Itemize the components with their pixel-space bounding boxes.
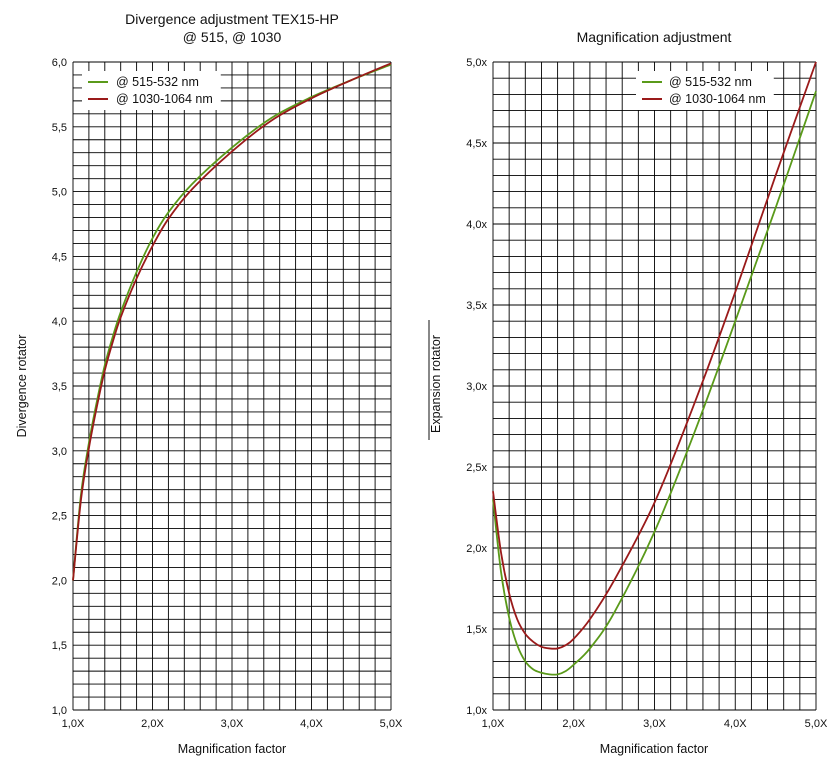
y-tick-label: 2,0 [52,575,67,587]
series-line-1030 [492,61,817,650]
series-line-515 [72,63,392,581]
y-tick-label: 1,0x [466,705,487,717]
divergence-chart: Divergence adjustment TEX15-HP @ 515, @ … [15,11,403,756]
chart-title: Divergence adjustment TEX15-HP [125,11,339,27]
x-tick-label: 5,0X [380,718,403,730]
x-axis-label: Magnification factor [178,742,286,756]
y-tick-label: 3,5x [466,300,487,312]
y-tick-label: 5,0x [466,57,487,69]
legend-background [82,71,221,110]
x-tick-label: 3,0X [643,718,666,730]
x-axis-label: Magnification factor [600,742,708,756]
chart-subtitle: @ 515, @ 1030 [183,29,282,45]
y-tick-label: 3,5 [52,381,67,393]
legend: @ 515-532 nm @ 1030-1064 nm [82,71,221,110]
legend-label-1030: @ 1030-1064 nm [116,92,213,106]
y-tick-label: 2,5x [466,462,487,474]
legend: @ 515-532 nm @ 1030-1064 nm [636,71,774,110]
y-tick-label: 5,5 [52,122,67,134]
chart-title: Magnification adjustment [577,29,732,45]
tick-labels: 1,0X 2,0X 3,0X 4,0X 5,0X 1,0x 1,5x 2,0x 2,5x 3,0x… [466,57,828,730]
y-tick-label: 2,5 [52,511,67,523]
x-tick-label: 5,0X [805,718,828,730]
y-axis-label: Divergence rotator [15,335,29,438]
y-tick-label: 1,0 [52,705,67,717]
legend-label-515: @ 515-532 nm [669,75,752,89]
grid [72,61,392,711]
y-tick-label: 6,0 [52,57,67,69]
y-tick-label: 5,0 [52,187,67,199]
y-tick-label: 4,5x [466,138,487,150]
x-tick-label: 3,0X [221,718,244,730]
x-tick-label: 4,0X [724,718,747,730]
magnification-chart: Magnification adjustment 1,0X 2,0X 3,0X 4,0… [428,29,828,756]
y-tick-label: 3,0 [52,446,67,458]
series-lines [492,61,817,676]
x-tick-label: 4,0X [300,718,323,730]
legend-background [636,71,774,110]
y-tick-label: 4,0x [466,219,487,231]
y-tick-label: 4,5 [52,251,67,263]
legend-label-515: @ 515-532 nm [116,75,199,89]
y-tick-label: 2,0x [466,543,487,555]
series-line-515 [492,90,817,676]
y-tick-label: 3,0x [466,381,487,393]
y-tick-label: 4,0 [52,316,67,328]
x-tick-label: 2,0X [141,718,164,730]
tick-labels: 1,0X 2,0X 3,0X 4,0X 5,0X 1,0 1,5 2,0 2,5 3,0 3,5 4,… [52,57,403,730]
y-tick-label: 1,5x [466,624,487,636]
legend-label-1030: @ 1030-1064 nm [669,92,766,106]
series-lines [72,62,392,581]
x-tick-label: 1,0X [62,718,85,730]
y-axis-label: Expansion rotator [429,335,443,433]
grid [492,61,817,711]
x-tick-label: 2,0X [562,718,585,730]
x-tick-label: 1,0X [482,718,505,730]
y-tick-label: 1,5 [52,640,67,652]
series-line-1030 [72,62,392,581]
